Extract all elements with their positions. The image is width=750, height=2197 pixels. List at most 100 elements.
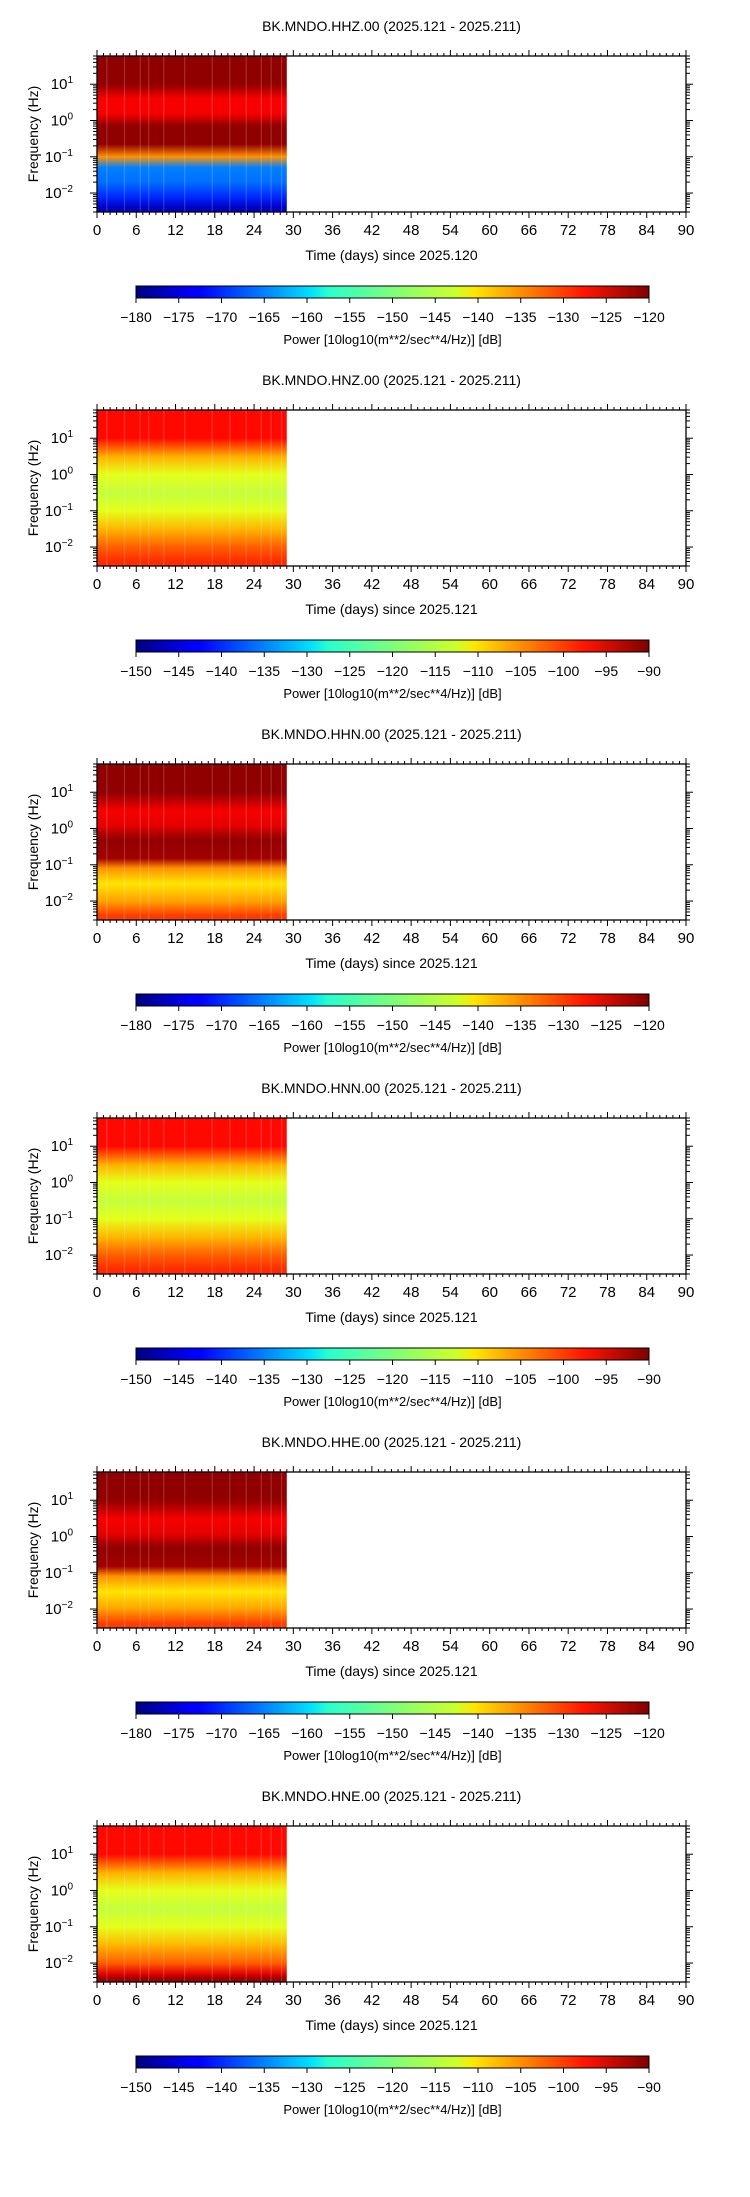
- x-tick-label: 6: [132, 222, 140, 239]
- x-tick-label: 12: [167, 1992, 184, 2009]
- x-tick-label: 90: [678, 1992, 695, 2009]
- colorbar-tick-label: −135: [505, 309, 537, 325]
- colorbar-tick-label: −150: [377, 1017, 409, 1033]
- colorbar-label: Power [10log10(m**2/sec**4/Hz)] [dB]: [283, 686, 501, 701]
- y-tick-label: 101: [51, 783, 74, 801]
- x-tick-label: 0: [93, 222, 101, 239]
- colorbar-tick-label: −115: [420, 1371, 451, 1387]
- x-tick-label: 48: [403, 930, 420, 947]
- x-tick-label: 42: [364, 1638, 381, 1655]
- x-tick-label: 72: [560, 1992, 577, 2009]
- x-tick-label: 72: [560, 576, 577, 593]
- x-tick-label: 36: [324, 222, 341, 239]
- x-tick-label: 12: [167, 1638, 184, 1655]
- y-axis-label: Frequency (Hz): [25, 1502, 41, 1598]
- y-tick-label: 10−2: [45, 538, 74, 556]
- colorbar-tick-label: −160: [291, 309, 323, 325]
- x-tick-label: 54: [442, 1638, 459, 1655]
- colorbar-tick-label: −150: [377, 309, 409, 325]
- colorbar-tick-label: −140: [206, 663, 238, 679]
- y-tick-label: 10−1: [45, 856, 74, 874]
- colorbar-tick-label: −150: [120, 1371, 152, 1387]
- colorbar-tick-label: −130: [548, 309, 580, 325]
- colorbar-tick-label: −120: [377, 663, 409, 679]
- x-tick-label: 6: [132, 1284, 140, 1301]
- colorbar-tick-label: −130: [548, 1725, 580, 1741]
- x-tick-label: 36: [324, 1992, 341, 2009]
- x-tick-label: 48: [403, 1992, 420, 2009]
- colorbar-tick-label: −125: [590, 309, 622, 325]
- x-tick-label: 24: [246, 1992, 263, 2009]
- colorbar: [135, 1701, 650, 1715]
- colorbar-tick-label: −130: [291, 2079, 323, 2095]
- x-tick-label: 18: [206, 576, 223, 593]
- x-tick-label: 66: [521, 1284, 538, 1301]
- x-tick-label: 48: [403, 1284, 420, 1301]
- chart-title: BK.MNDO.HHN.00 (2025.121 - 2025.211): [261, 726, 521, 742]
- colorbar-tick-label: −145: [419, 1725, 451, 1741]
- x-tick-label: 84: [638, 576, 655, 593]
- colorbar-tick-label: −145: [419, 309, 451, 325]
- x-tick-label: 90: [678, 1284, 695, 1301]
- y-tick-label: 101: [51, 1137, 74, 1155]
- x-tick-label: 54: [442, 222, 459, 239]
- y-tick-label: 100: [51, 465, 74, 483]
- x-tick-label: 18: [206, 1638, 223, 1655]
- colorbar-tick-label: −180: [120, 309, 152, 325]
- colorbar-tick-label: −140: [206, 1371, 238, 1387]
- x-tick-label: 12: [167, 222, 184, 239]
- colorbar-tick-label: −110: [463, 2079, 494, 2095]
- x-tick-label: 54: [442, 930, 459, 947]
- colorbar-tick-label: −145: [163, 2079, 195, 2095]
- colorbar-tick-label: −140: [462, 1725, 494, 1741]
- x-tick-label: 48: [403, 576, 420, 593]
- x-axis-label: Time (days) since 2025.121: [305, 955, 477, 971]
- x-tick-label: 24: [246, 222, 263, 239]
- chart-title: BK.MNDO.HHZ.00 (2025.121 - 2025.211): [262, 18, 521, 34]
- x-axis-label: Time (days) since 2025.121: [305, 2017, 477, 2033]
- x-tick-label: 72: [560, 930, 577, 947]
- x-tick-label: 72: [560, 222, 577, 239]
- colorbar-tick-label: −145: [419, 1017, 451, 1033]
- x-tick-label: 60: [481, 576, 498, 593]
- spectrogram-panel: BK.MNDO.HHZ.00 (2025.121 - 2025.211) 0 6 12…: [25, 18, 694, 347]
- x-tick-label: 84: [638, 222, 655, 239]
- y-tick-label: 10−2: [45, 1600, 74, 1618]
- x-tick-label: 12: [167, 576, 184, 593]
- x-tick-label: 24: [246, 1284, 263, 1301]
- x-tick-label: 84: [638, 1284, 655, 1301]
- colorbar-tick-label: −90: [637, 1371, 661, 1387]
- x-tick-label: 60: [481, 222, 498, 239]
- y-axis-label: Frequency (Hz): [25, 794, 41, 890]
- spectrogram-panel: BK.MNDO.HNN.00 (2025.121 - 2025.211) 0 6 12…: [25, 1080, 694, 1409]
- y-tick-label: 10−1: [45, 148, 74, 166]
- colorbar: [135, 993, 650, 1007]
- x-tick-label: 84: [638, 1638, 655, 1655]
- spectrogram-panel: BK.MNDO.HHN.00 (2025.121 - 2025.211) 0 6 12…: [25, 726, 694, 1055]
- colorbar-label: Power [10log10(m**2/sec**4/Hz)] [dB]: [283, 1748, 501, 1763]
- colorbar-tick-label: −175: [163, 1017, 195, 1033]
- x-tick-label: 30: [285, 222, 302, 239]
- colorbar-label: Power [10log10(m**2/sec**4/Hz)] [dB]: [283, 2102, 501, 2117]
- x-tick-label: 0: [93, 576, 101, 593]
- colorbar: [135, 285, 650, 299]
- y-axis-label: Frequency (Hz): [25, 86, 41, 182]
- colorbar-tick-label: −150: [377, 1725, 409, 1741]
- chart-title: BK.MNDO.HHE.00 (2025.121 - 2025.211): [262, 1434, 522, 1450]
- colorbar-tick-label: −135: [248, 1371, 280, 1387]
- x-tick-label: 90: [678, 222, 695, 239]
- colorbar-tick-label: −100: [548, 663, 580, 679]
- colorbar-tick-label: −170: [206, 1725, 238, 1741]
- x-tick-label: 60: [481, 1284, 498, 1301]
- colorbar-tick-label: −135: [505, 1017, 537, 1033]
- x-tick-label: 36: [324, 1284, 341, 1301]
- x-axis-label: Time (days) since 2025.120: [305, 247, 477, 263]
- colorbar-tick-label: −120: [633, 1725, 665, 1741]
- colorbar-tick-label: −170: [206, 1017, 238, 1033]
- x-tick-label: 54: [442, 1992, 459, 2009]
- colorbar-tick-label: −110: [463, 663, 494, 679]
- y-axis-label: Frequency (Hz): [25, 1856, 41, 1952]
- y-tick-label: 100: [51, 1527, 74, 1545]
- y-tick-label: 101: [51, 75, 74, 93]
